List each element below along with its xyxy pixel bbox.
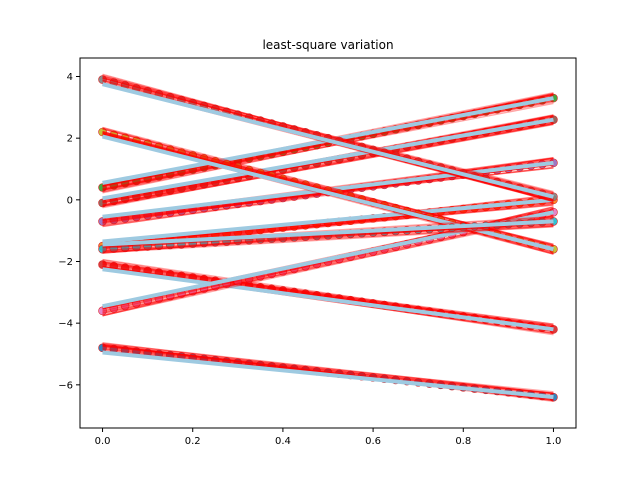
data-point bbox=[98, 244, 107, 254]
chart-title: least-square variation bbox=[262, 38, 393, 52]
variation-line bbox=[102, 127, 554, 255]
y-tick-label: 0 bbox=[67, 195, 73, 206]
variation-line bbox=[102, 266, 554, 328]
data-point bbox=[98, 306, 107, 316]
variation-line bbox=[102, 345, 554, 396]
data-point bbox=[98, 127, 107, 137]
x-tick-label: 0.6 bbox=[365, 436, 381, 447]
variation-line bbox=[102, 120, 554, 207]
x-tick-label: 1.0 bbox=[546, 436, 562, 447]
y-tick-label: 2 bbox=[67, 134, 73, 145]
variation-line bbox=[102, 225, 554, 248]
fit-line bbox=[102, 350, 554, 400]
variation-line bbox=[102, 79, 554, 193]
fit-line bbox=[102, 117, 554, 201]
variation-line bbox=[102, 346, 554, 395]
data-point bbox=[98, 217, 107, 226]
variation-line bbox=[102, 102, 554, 191]
variation-line bbox=[102, 265, 554, 327]
variation-line bbox=[102, 101, 554, 187]
variation-line bbox=[102, 99, 554, 194]
x-tick-label: 0.8 bbox=[455, 436, 471, 447]
x-tick-label: 0.0 bbox=[95, 436, 111, 447]
variation-line bbox=[102, 260, 554, 328]
variation-line bbox=[102, 98, 554, 190]
variation-line bbox=[102, 223, 554, 249]
variation-line bbox=[102, 225, 554, 253]
series-4 bbox=[98, 258, 558, 336]
variation-line bbox=[102, 261, 554, 329]
variation-line bbox=[102, 204, 554, 245]
data-point bbox=[98, 198, 107, 208]
series-layer bbox=[98, 73, 558, 403]
y-tick-label: −2 bbox=[58, 257, 73, 268]
plot-frame bbox=[79, 57, 577, 429]
variation-line bbox=[102, 77, 554, 193]
series-1 bbox=[98, 342, 558, 403]
variation-line bbox=[102, 75, 554, 195]
fit-line bbox=[102, 267, 554, 332]
fit-line bbox=[102, 134, 554, 252]
variation-line bbox=[102, 75, 554, 196]
variation-line bbox=[102, 79, 554, 194]
variation-line bbox=[102, 343, 554, 395]
variation-line bbox=[102, 100, 554, 188]
x-tick-label: 0.4 bbox=[275, 436, 291, 447]
variation-line bbox=[102, 342, 554, 394]
series-10 bbox=[98, 215, 558, 254]
variation-line bbox=[102, 225, 554, 251]
variation-line bbox=[102, 201, 554, 245]
variation-line bbox=[102, 123, 554, 207]
data-point bbox=[98, 343, 107, 353]
y-tick-label: −6 bbox=[58, 380, 73, 391]
variation-line bbox=[102, 123, 554, 207]
variation-line bbox=[102, 347, 554, 394]
data-point bbox=[98, 75, 107, 84]
y-tick-label: −4 bbox=[58, 319, 73, 330]
series-8 bbox=[98, 73, 558, 203]
variation-line bbox=[102, 100, 554, 193]
variation-line bbox=[102, 263, 554, 327]
ticks-layer: 0.0 0.2 0.4 0.6 0.8 1.0 −6 −4 −2 0 2 4 bbox=[58, 72, 561, 447]
variation-line bbox=[102, 345, 554, 393]
variation-line bbox=[102, 92, 554, 193]
variation-line bbox=[102, 263, 554, 325]
fit-line bbox=[102, 82, 554, 199]
variation-line bbox=[102, 221, 554, 254]
variation-line bbox=[102, 258, 554, 328]
variation-line bbox=[102, 216, 554, 314]
data-point bbox=[98, 260, 107, 269]
variation-line bbox=[102, 120, 554, 209]
variation-line bbox=[102, 265, 554, 325]
fit-line bbox=[102, 197, 554, 244]
series-6 bbox=[98, 114, 558, 209]
variation-line bbox=[102, 203, 554, 246]
variation-line bbox=[102, 344, 554, 395]
data-point bbox=[98, 183, 107, 192]
fit-line bbox=[102, 219, 554, 247]
variation-line bbox=[102, 123, 554, 203]
variation-line bbox=[102, 123, 554, 208]
variation-line bbox=[102, 99, 554, 191]
x-tick-label: 0.2 bbox=[185, 436, 201, 447]
variation-line bbox=[102, 123, 554, 206]
y-tick-label: 4 bbox=[67, 72, 73, 83]
variation-line bbox=[102, 122, 554, 202]
variation-line bbox=[102, 201, 554, 246]
variation-line bbox=[102, 226, 554, 254]
